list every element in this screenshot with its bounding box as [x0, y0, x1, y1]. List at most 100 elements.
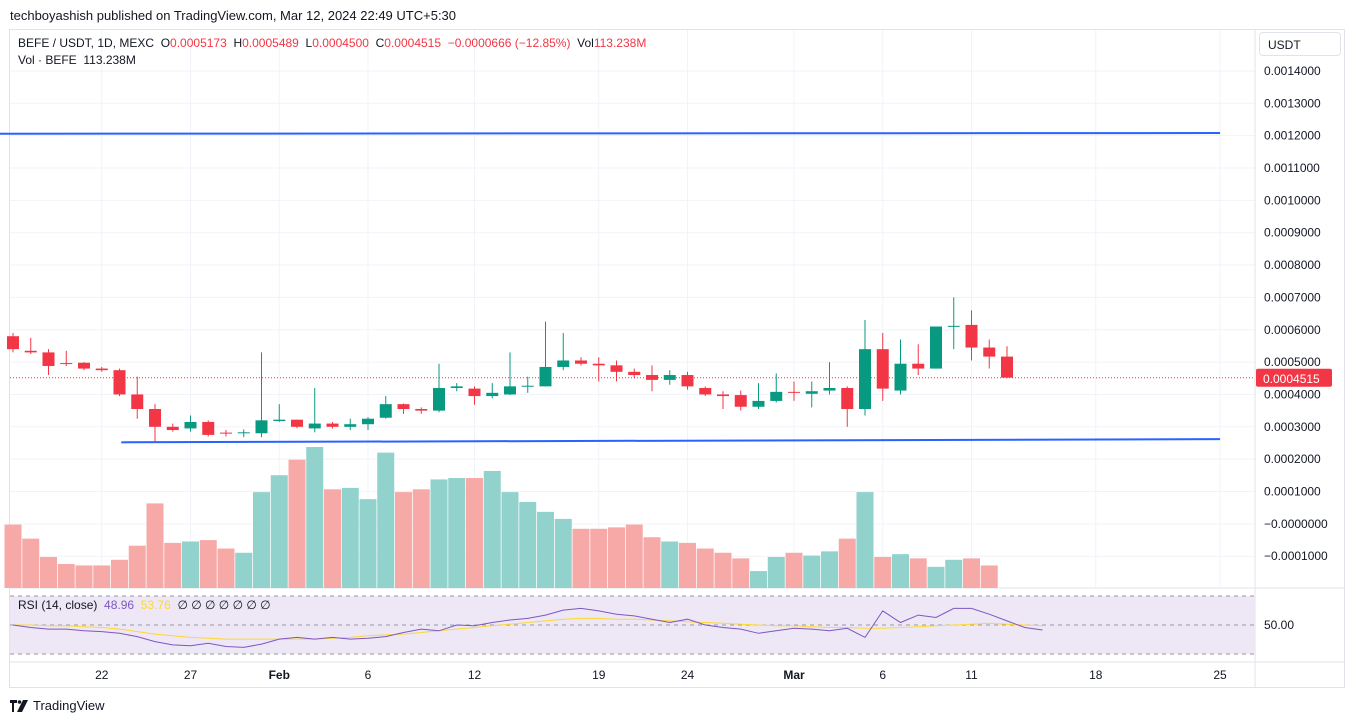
rsi-label[interactable]: RSI (14, close): [18, 598, 98, 612]
candle-body: [433, 387, 445, 411]
y-tick-label: −0.0000000: [1264, 517, 1328, 531]
symbol-label[interactable]: BEFE / USDT, 1D, MEXC: [18, 36, 155, 50]
x-tick-label: Feb: [269, 668, 290, 682]
vol-label: Vol: [577, 36, 594, 50]
y-tick-label: 0.0008000: [1264, 258, 1321, 272]
open-label: O: [160, 36, 171, 50]
rsi-legend: RSI (14, close) 48.96 53.76 ∅ ∅ ∅ ∅ ∅ ∅ …: [18, 598, 271, 612]
rsi-band: [10, 596, 1255, 654]
volume-bar: [554, 518, 572, 588]
publisher-line: techboyashish published on TradingView.c…: [10, 8, 457, 23]
volume-bar: [377, 452, 395, 588]
rsi-axis-label: 50.00: [1264, 618, 1294, 632]
x-tick-label: 6: [879, 668, 886, 682]
volume-bar: [501, 492, 519, 588]
candle-body: [788, 391, 800, 393]
candle-body: [415, 409, 428, 411]
y-tick-label: 0.0006000: [1264, 323, 1321, 337]
volume-bar: [625, 524, 643, 588]
candle-body: [362, 418, 374, 425]
footer: TradingView: [10, 698, 105, 713]
candle-body: [876, 349, 889, 389]
rsi-ma-value: 53.76: [140, 598, 171, 612]
volume-bar: [714, 552, 732, 588]
volume-bar: [448, 478, 466, 588]
rsi-line: [12, 607, 1043, 648]
candle-body: [78, 362, 90, 369]
candle-body: [841, 387, 854, 410]
ohlc-legend: BEFE / USDT, 1D, MEXC O0.0005173 H0.0005…: [18, 36, 646, 50]
volume-bar: [572, 528, 590, 588]
last-price-badge: [1256, 368, 1332, 387]
volume-bar: [430, 479, 448, 588]
volume-bar: [199, 540, 217, 588]
candle-body: [983, 347, 996, 357]
volume-bar: [838, 538, 856, 588]
candle-body: [113, 370, 126, 395]
tradingview-logo-icon: [10, 699, 28, 712]
volume-bar: [892, 554, 909, 588]
candle-body: [912, 363, 925, 369]
volume-bar: [874, 556, 892, 588]
volume-bar: [483, 470, 501, 588]
candle-body: [770, 391, 783, 401]
volume-bar: [4, 524, 22, 588]
candle-body: [344, 424, 357, 427]
vol-row-label: Vol · BEFE: [18, 53, 77, 67]
footer-brand: TradingView: [33, 698, 105, 713]
candle-body: [291, 419, 303, 427]
candle-body: [894, 363, 907, 391]
candle-body: [805, 391, 818, 394]
close-label: C: [375, 36, 385, 50]
y-tick-label: −0.0001000: [1264, 549, 1328, 563]
volume-bar: [306, 447, 324, 588]
close-value: 0.0004515: [384, 36, 442, 50]
volume-bar: [217, 548, 235, 588]
currency-button[interactable]: USDT: [1259, 32, 1341, 56]
trendline: [121, 438, 1221, 444]
volume-bar: [93, 565, 111, 588]
candle-body: [397, 404, 410, 410]
candle-body: [610, 365, 623, 372]
y-tick-label: 0.0004000: [1264, 387, 1321, 401]
candle-body: [965, 324, 978, 348]
rsi-pane: 50.00: [10, 595, 1294, 655]
candle-body: [592, 363, 605, 366]
volume-bar: [732, 558, 750, 588]
candle-body: [646, 375, 658, 380]
candle-body: [273, 419, 286, 421]
candle-body: [752, 400, 765, 407]
volume-bar: [75, 565, 93, 588]
trendlines: [0, 132, 1255, 444]
x-tick-label: 11: [965, 668, 978, 682]
volume-bar: [270, 475, 288, 588]
candle-body: [930, 326, 942, 369]
candle-body: [255, 420, 268, 434]
volume-bar: [40, 556, 57, 588]
x-axis: 22 27 Feb 6 12 19 24 Mar 6 11 18 25: [95, 668, 1227, 682]
candle-body: [42, 352, 55, 366]
candle-body: [379, 404, 392, 418]
candle-body: [717, 394, 729, 397]
y-tick-label: 0.0001000: [1264, 485, 1321, 499]
y-tick-label: 0.0014000: [1264, 64, 1321, 78]
volume-bar: [963, 558, 980, 588]
volume-bar: [519, 501, 537, 588]
y-tick-label: 0.0010000: [1264, 193, 1321, 207]
candle-body: [24, 350, 37, 353]
x-tick-label: 19: [592, 668, 606, 682]
volume-legend: Vol · BEFE 113.238M: [18, 53, 136, 67]
volume-bar: [341, 487, 359, 588]
volume-bar: [803, 555, 821, 588]
candle-body: [202, 421, 215, 435]
candle-body: [681, 375, 694, 387]
change-value: −0.0000666 (−12.85%): [447, 36, 571, 50]
chart-frame: [9, 29, 1345, 688]
x-tick-label: 27: [184, 668, 198, 682]
volume-bar: [590, 528, 608, 588]
candle-body: [468, 388, 481, 397]
volume-bar: [324, 489, 341, 588]
volume-bar: [128, 545, 146, 588]
candle-body: [699, 387, 712, 395]
